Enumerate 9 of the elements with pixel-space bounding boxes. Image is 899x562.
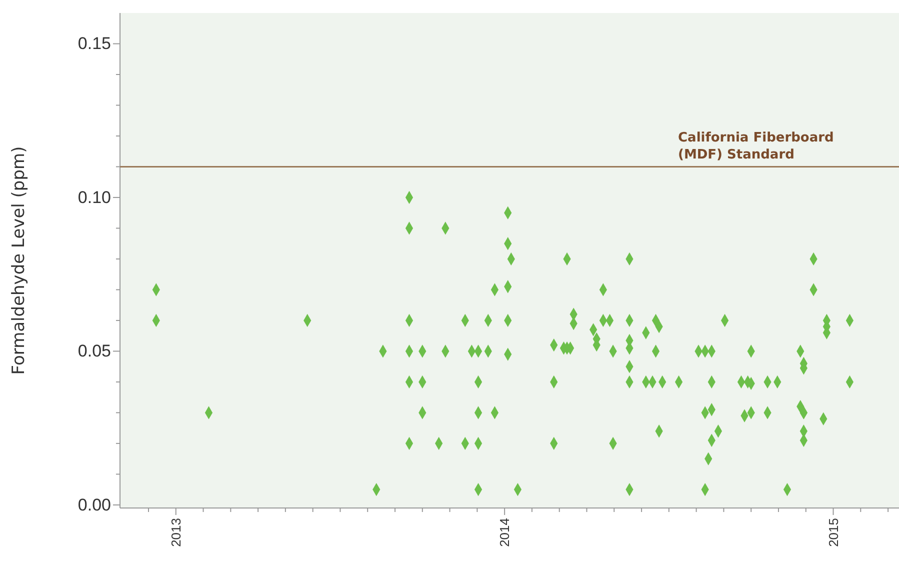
ref-line-label: California Fiberboard (MDF) Standard [678,130,834,163]
x-tick-label: 2014 [497,518,512,547]
y-tick-label: 0.00 [78,495,111,514]
y-axis-title: Formaldehyde Level (ppm) [9,146,29,375]
y-tick-label: 0.10 [78,188,111,207]
y-tick-label: 0.05 [78,342,111,361]
y-tick-label: 0.15 [78,34,111,54]
x-tick-label: 2015 [826,518,841,547]
x-tick-label: 2013 [168,518,184,547]
